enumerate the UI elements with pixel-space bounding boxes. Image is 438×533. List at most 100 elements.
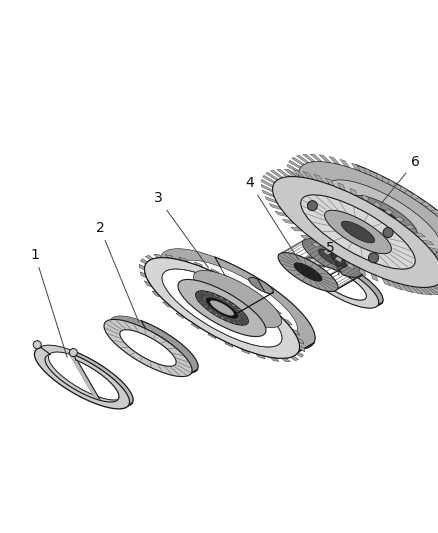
Text: 4: 4 bbox=[246, 176, 299, 260]
Ellipse shape bbox=[272, 176, 438, 287]
Polygon shape bbox=[428, 247, 438, 253]
Polygon shape bbox=[433, 286, 438, 294]
Polygon shape bbox=[295, 189, 308, 195]
Ellipse shape bbox=[162, 269, 282, 347]
Ellipse shape bbox=[110, 316, 198, 373]
Polygon shape bbox=[402, 284, 413, 293]
Polygon shape bbox=[362, 195, 369, 201]
Polygon shape bbox=[291, 182, 304, 189]
Polygon shape bbox=[420, 287, 432, 295]
Ellipse shape bbox=[104, 319, 192, 377]
Polygon shape bbox=[196, 294, 202, 299]
Polygon shape bbox=[265, 197, 278, 204]
Polygon shape bbox=[350, 188, 356, 196]
Polygon shape bbox=[261, 184, 273, 192]
Polygon shape bbox=[270, 357, 279, 361]
Polygon shape bbox=[287, 164, 299, 172]
Ellipse shape bbox=[318, 263, 371, 297]
Polygon shape bbox=[289, 160, 301, 168]
Polygon shape bbox=[311, 242, 321, 247]
Polygon shape bbox=[219, 279, 273, 316]
Polygon shape bbox=[300, 235, 311, 239]
Ellipse shape bbox=[301, 258, 379, 308]
Polygon shape bbox=[303, 172, 314, 180]
Ellipse shape bbox=[145, 257, 300, 358]
Polygon shape bbox=[418, 266, 428, 274]
Ellipse shape bbox=[314, 266, 367, 300]
Text: 5: 5 bbox=[325, 241, 339, 276]
Polygon shape bbox=[198, 301, 206, 304]
Polygon shape bbox=[228, 277, 236, 283]
Polygon shape bbox=[395, 217, 405, 222]
Ellipse shape bbox=[294, 263, 322, 281]
Ellipse shape bbox=[210, 300, 234, 316]
Polygon shape bbox=[397, 259, 404, 266]
Polygon shape bbox=[428, 269, 438, 278]
Polygon shape bbox=[225, 342, 233, 348]
Polygon shape bbox=[165, 255, 174, 259]
Polygon shape bbox=[152, 291, 161, 297]
Ellipse shape bbox=[302, 239, 362, 278]
Polygon shape bbox=[230, 304, 236, 306]
Polygon shape bbox=[256, 354, 265, 359]
Polygon shape bbox=[144, 281, 152, 287]
Polygon shape bbox=[283, 319, 292, 325]
Polygon shape bbox=[271, 170, 283, 178]
Polygon shape bbox=[301, 196, 314, 201]
Polygon shape bbox=[196, 297, 203, 301]
Polygon shape bbox=[382, 278, 390, 286]
Polygon shape bbox=[421, 240, 434, 245]
Ellipse shape bbox=[367, 206, 401, 228]
Polygon shape bbox=[299, 242, 362, 292]
Polygon shape bbox=[410, 194, 419, 200]
Polygon shape bbox=[292, 157, 304, 165]
Polygon shape bbox=[235, 308, 241, 310]
Polygon shape bbox=[361, 241, 368, 247]
Ellipse shape bbox=[38, 345, 133, 407]
Ellipse shape bbox=[249, 278, 273, 294]
Polygon shape bbox=[389, 180, 395, 187]
Polygon shape bbox=[292, 329, 300, 335]
Polygon shape bbox=[404, 225, 415, 229]
Polygon shape bbox=[214, 313, 219, 316]
Polygon shape bbox=[287, 169, 299, 177]
Circle shape bbox=[383, 228, 393, 238]
Polygon shape bbox=[277, 169, 289, 177]
Polygon shape bbox=[261, 179, 273, 188]
Polygon shape bbox=[145, 255, 153, 260]
Polygon shape bbox=[154, 254, 162, 258]
Polygon shape bbox=[221, 316, 224, 320]
Polygon shape bbox=[338, 183, 345, 191]
Ellipse shape bbox=[299, 161, 438, 272]
Polygon shape bbox=[310, 154, 322, 161]
Polygon shape bbox=[328, 260, 383, 308]
Polygon shape bbox=[162, 302, 172, 307]
Polygon shape bbox=[290, 356, 299, 361]
Polygon shape bbox=[392, 281, 402, 289]
Polygon shape bbox=[283, 219, 294, 224]
Polygon shape bbox=[288, 175, 300, 182]
Ellipse shape bbox=[194, 270, 282, 328]
Polygon shape bbox=[349, 234, 358, 240]
Polygon shape bbox=[241, 319, 248, 324]
Polygon shape bbox=[327, 220, 338, 224]
Polygon shape bbox=[411, 286, 423, 294]
Polygon shape bbox=[266, 172, 279, 180]
Ellipse shape bbox=[178, 260, 297, 338]
Polygon shape bbox=[191, 323, 200, 329]
Polygon shape bbox=[262, 190, 275, 198]
Polygon shape bbox=[386, 253, 392, 261]
Ellipse shape bbox=[196, 291, 248, 325]
Polygon shape bbox=[199, 257, 315, 358]
Polygon shape bbox=[263, 175, 275, 183]
Polygon shape bbox=[198, 291, 205, 295]
Polygon shape bbox=[332, 266, 371, 300]
Polygon shape bbox=[374, 201, 381, 208]
Polygon shape bbox=[293, 170, 305, 177]
Polygon shape bbox=[329, 165, 438, 295]
Polygon shape bbox=[413, 233, 425, 237]
Polygon shape bbox=[135, 321, 198, 377]
Polygon shape bbox=[141, 259, 148, 264]
Polygon shape bbox=[226, 300, 230, 303]
Polygon shape bbox=[317, 212, 328, 216]
